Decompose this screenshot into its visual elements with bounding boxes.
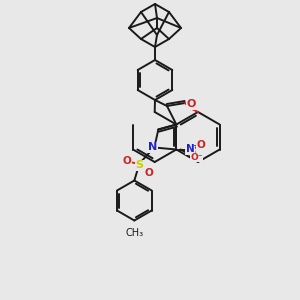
Text: +: + [192, 141, 199, 150]
Text: N: N [148, 142, 157, 152]
Text: S: S [135, 160, 143, 170]
Text: O: O [197, 140, 206, 149]
Text: O: O [186, 99, 196, 109]
Text: O: O [123, 155, 132, 166]
Text: O⁻: O⁻ [190, 153, 202, 162]
Text: N: N [186, 145, 195, 154]
Text: O: O [145, 167, 154, 178]
Text: CH₃: CH₃ [125, 229, 143, 238]
